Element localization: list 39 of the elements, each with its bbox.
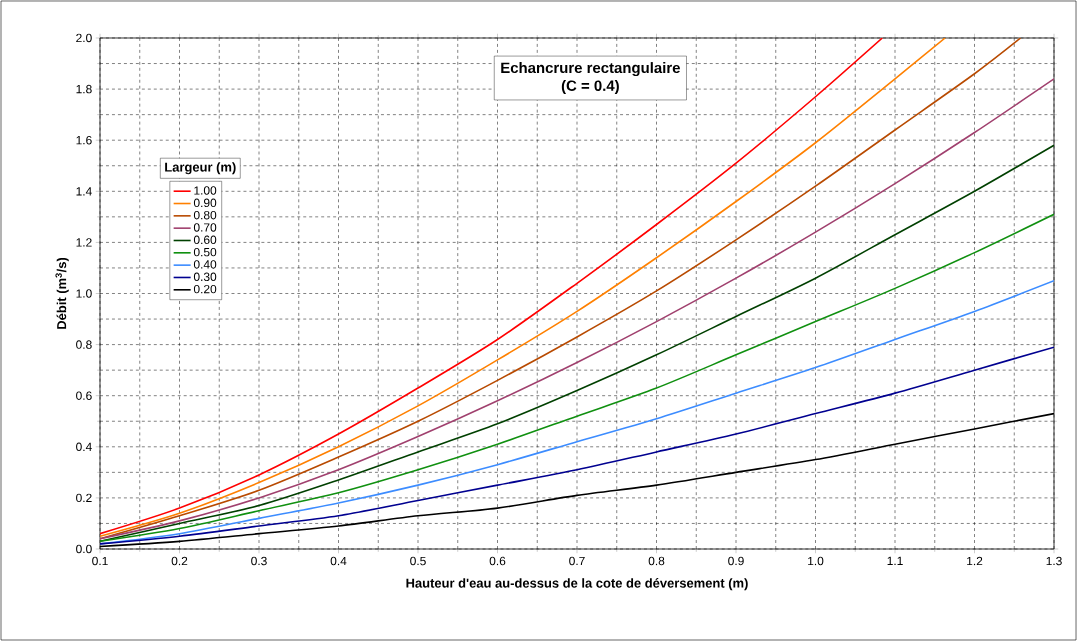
x-tick-label: 1.1 <box>887 556 903 565</box>
x-tick-label: 1.3 <box>1046 556 1062 566</box>
text: Echancrure rectangulaire <box>501 62 680 77</box>
x-tick-label: 0.9 <box>728 556 744 566</box>
x-tick-label: 0.5 <box>410 556 426 566</box>
legend-label: 0.60 <box>193 235 217 245</box>
y-tick-label: 0.0 <box>76 544 92 554</box>
x-tick-label: 0.8 <box>648 556 665 566</box>
y-tick-label: 0.4 <box>76 442 92 452</box>
x-axis-title: Hauteur d'eau au-dessus de la cote de déversement (m) <box>406 578 748 591</box>
y-tick-label: 0.2 <box>76 493 92 503</box>
y-tick-label: 1.2 <box>76 238 92 247</box>
legend-label: 0.90 <box>193 198 217 208</box>
y-tick-label: 1.0 <box>76 289 92 298</box>
y-tick-label: 2.0 <box>76 33 92 43</box>
x-tick-label: 0.1 <box>92 556 108 566</box>
legend-label: 1.00 <box>194 186 217 195</box>
text: (C = 0.4) <box>561 80 619 94</box>
y-tick-label: 1.4 <box>76 187 92 196</box>
legend-label: 0.80 <box>193 210 217 220</box>
y-axis-title: Débit (m$^{3}$/s) <box>55 257 69 329</box>
legend-label: 0.40 <box>193 260 217 269</box>
x-tick-label: 0.6 <box>489 556 506 566</box>
y-tick-label: 0.8 <box>76 340 92 349</box>
y-tick-label: 1.6 <box>76 135 92 145</box>
y-tick-label: 0.6 <box>76 391 92 400</box>
legend-label: 0.20 <box>193 284 217 294</box>
x-tick-label: 0.3 <box>251 556 267 566</box>
line-series <box>100 213 1055 543</box>
legend-label: 0.50 <box>193 247 217 257</box>
x-tick-label: 0.7 <box>569 556 585 566</box>
x-tick-label: 1.2 <box>967 556 983 566</box>
legend-label: 0.70 <box>193 223 217 232</box>
x-tick-label: 0.4 <box>330 556 347 566</box>
x-tick-label: 0.2 <box>171 556 188 566</box>
x-tick-label: 1.0 <box>808 556 824 566</box>
legend-label: 0.30 <box>193 272 217 282</box>
legend-title: Largeur (m) <box>165 162 236 175</box>
y-tick-label: 1.8 <box>76 84 92 94</box>
